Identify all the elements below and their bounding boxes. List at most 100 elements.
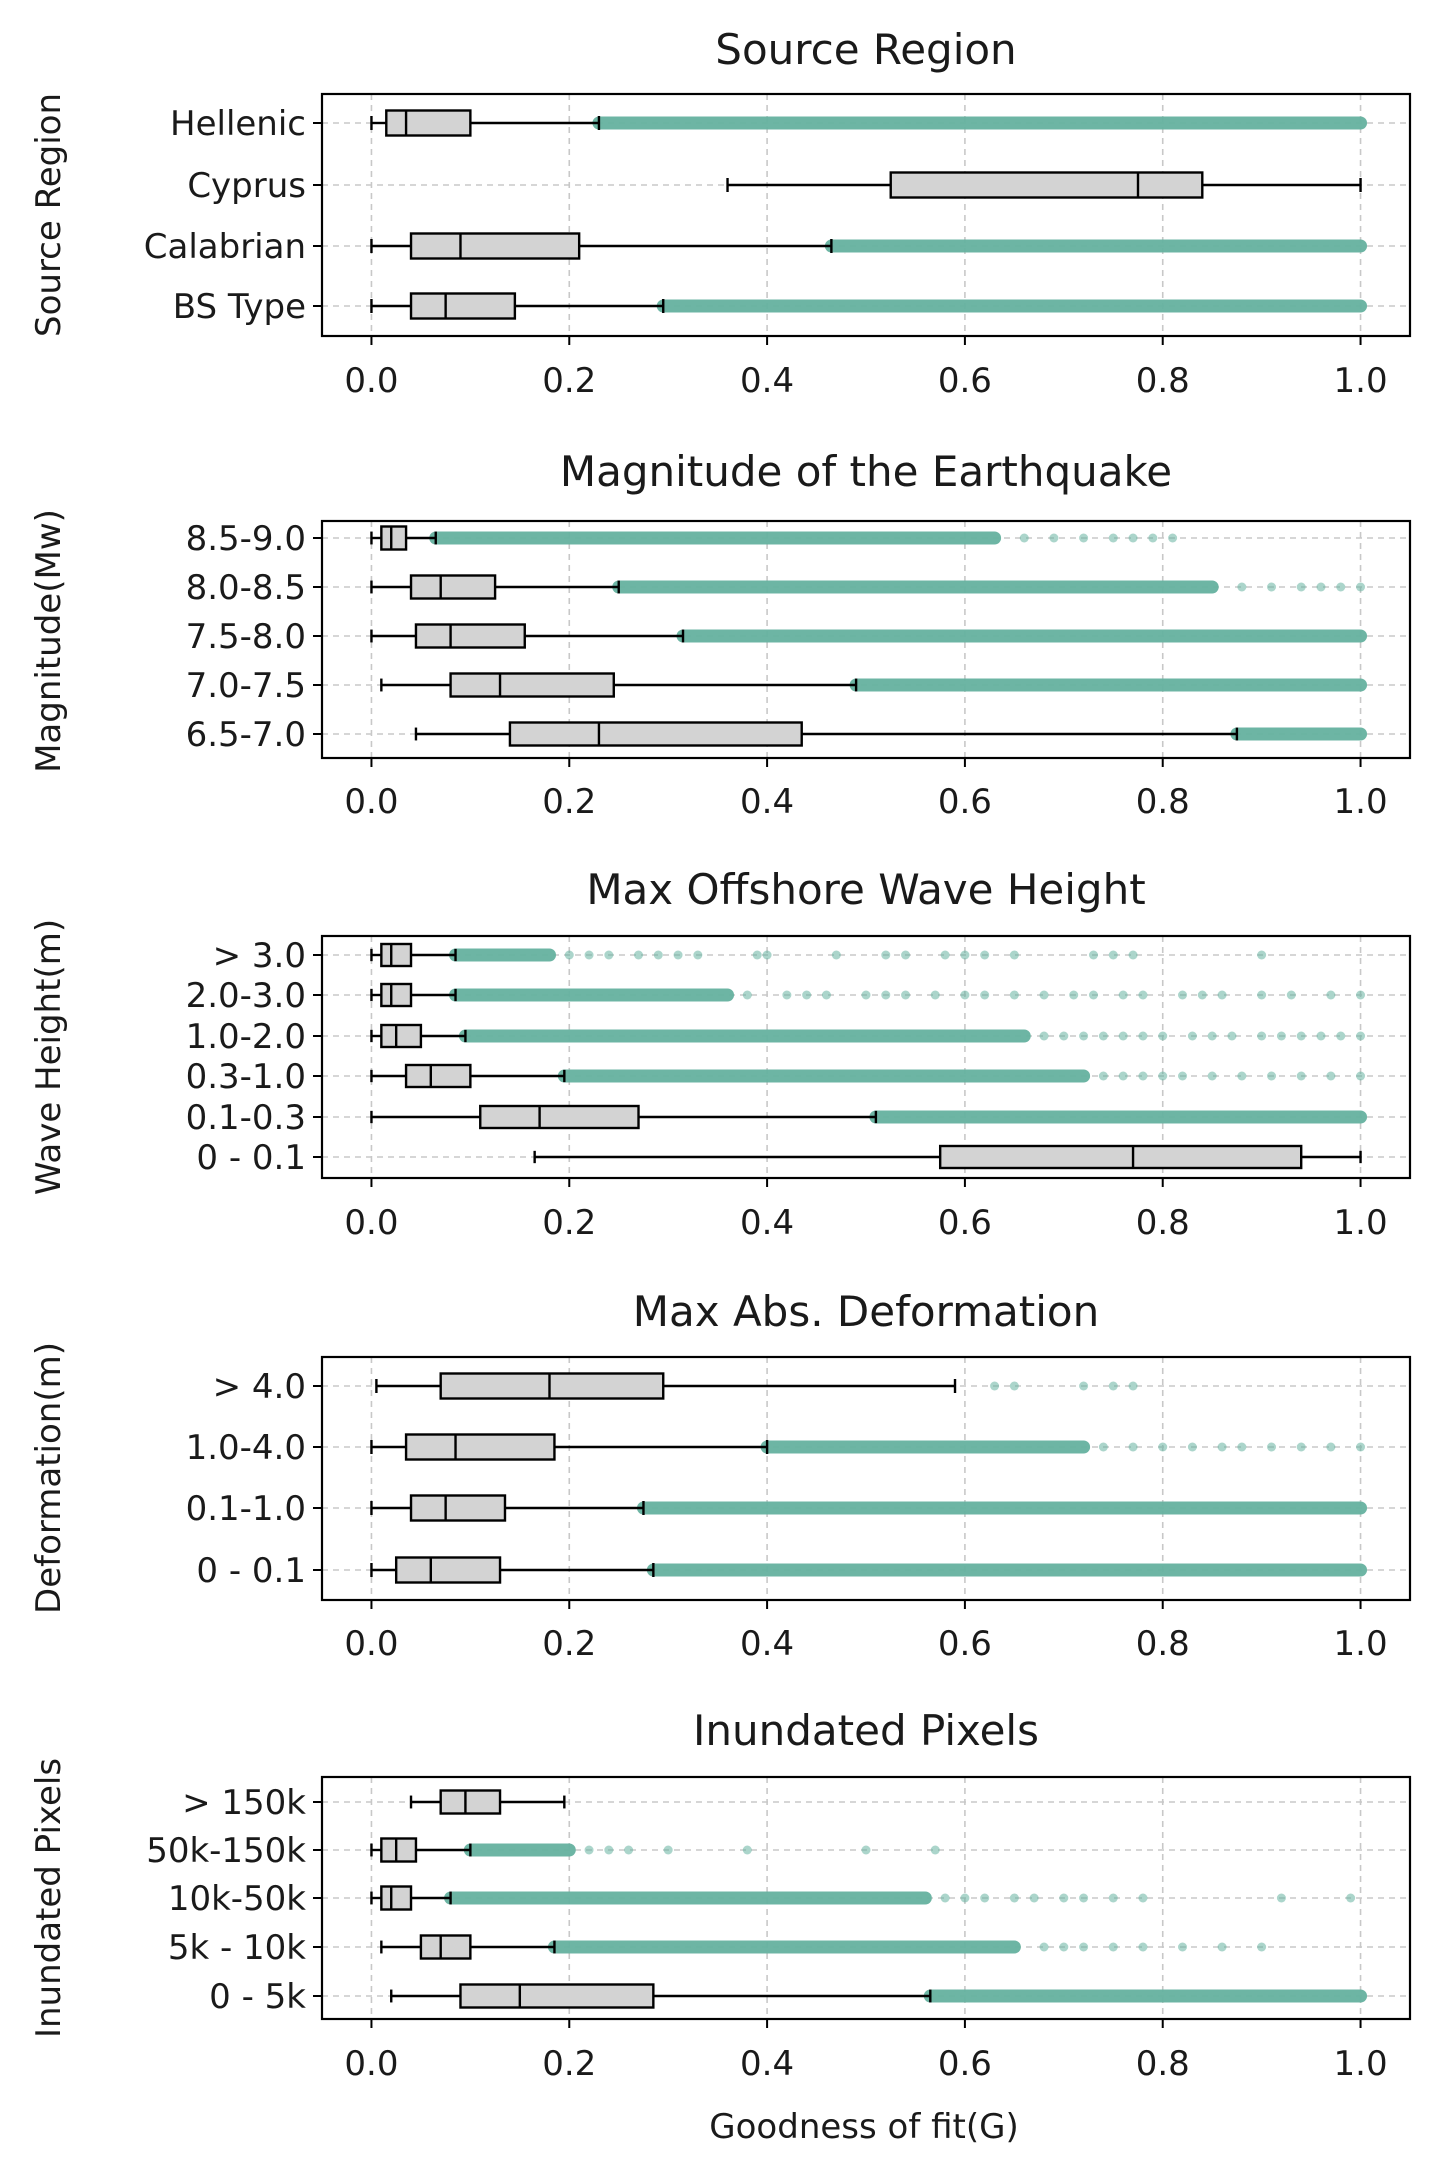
outlier-point (940, 1893, 950, 1903)
outlier-point (1098, 1031, 1108, 1041)
x-tick-label: 1.0 (1334, 1203, 1388, 1243)
outlier-point (1088, 950, 1098, 960)
outlier-point (1128, 533, 1138, 543)
outlier-point (1049, 533, 1059, 543)
outlier-point (1158, 1071, 1168, 1081)
y-axis-label: Inundated Pixels (29, 1758, 69, 2038)
outlier-point (762, 950, 772, 960)
x-tick-label: 1.0 (1334, 2044, 1388, 2084)
outlier-point (1356, 582, 1366, 592)
outlier-point (1276, 1893, 1286, 1903)
x-tick-label: 0.2 (542, 1203, 596, 1243)
y-tick-label: 7.5-8.0 (186, 617, 306, 657)
outlier-point (1039, 1031, 1049, 1041)
outlier-point (1009, 1381, 1019, 1391)
outlier-point (1296, 1442, 1306, 1452)
outlier-point (1296, 1031, 1306, 1041)
x-tick-label: 0.2 (542, 1624, 596, 1664)
outlier-point (1217, 1942, 1227, 1952)
outlier-point (584, 1845, 594, 1855)
y-tick-label: 0.1-0.3 (186, 1098, 306, 1138)
box-iqr (409, 574, 497, 600)
x-tick-label: 0.4 (740, 1203, 794, 1243)
outlier-point (1356, 990, 1366, 1000)
x-tick-label: 0.6 (938, 782, 992, 822)
outlier-point (1356, 1031, 1366, 1041)
outlier-point (1118, 990, 1128, 1000)
y-tick-label: Hellenic (170, 104, 306, 144)
outlier-point (1356, 1071, 1366, 1081)
outlier-point (1059, 1942, 1069, 1952)
outlier-point (1267, 582, 1277, 592)
outlier-point (673, 950, 683, 960)
x-tick-label: 0.8 (1136, 1203, 1190, 1243)
axes-frame (320, 519, 1412, 760)
outlier-point (1059, 1031, 1069, 1041)
outlier-point (990, 1381, 1000, 1391)
outlier-point (1237, 582, 1247, 592)
box-iqr (409, 1494, 507, 1522)
box-iqr (380, 982, 413, 1008)
y-tick-label: 50k-150k (146, 1831, 306, 1871)
x-tick-label: 0.6 (938, 361, 992, 401)
y-tick-label: 1.0-4.0 (186, 1428, 306, 1468)
outlier-point (1178, 990, 1188, 1000)
y-tick-label: Cyprus (187, 166, 306, 206)
outlier-point (1227, 1031, 1237, 1041)
y-axis-label: Wave Height(m) (29, 919, 69, 1195)
y-tick-label: 2.0-3.0 (186, 976, 306, 1016)
outlier-point (604, 1845, 614, 1855)
x-tick-label: 0.6 (938, 1624, 992, 1664)
y-tick-label: Calabrian (144, 227, 306, 267)
box-iqr (380, 1023, 423, 1049)
outlier-point (1138, 1071, 1148, 1081)
outlier-point (1257, 1031, 1267, 1041)
chart-title: Inundated Pixels (693, 1706, 1039, 1755)
outlier-point (1257, 990, 1267, 1000)
outlier-point (1276, 1031, 1286, 1041)
outlier-point (1079, 1893, 1089, 1903)
x-tick-label: 0.0 (344, 1203, 398, 1243)
outlier-point (960, 950, 970, 960)
outlier-point (1138, 1893, 1148, 1903)
outlier-point (584, 950, 594, 960)
box-iqr (380, 1837, 418, 1863)
axes-frame (320, 934, 1412, 1180)
y-tick-label: 5k - 10k (168, 1928, 306, 1968)
x-tick-label: 0.4 (740, 782, 794, 822)
y-tick-label: 0 - 0.1 (196, 1551, 306, 1591)
y-tick-label: > 150k (182, 1783, 306, 1823)
outlier-point (802, 990, 812, 1000)
x-tick-label: 0.0 (344, 782, 398, 822)
y-tick-label: 6.5-7.0 (186, 715, 306, 755)
outlier-point (831, 950, 841, 960)
outlier-point (693, 950, 703, 960)
outlier-point (1029, 1893, 1039, 1903)
outlier-point (1059, 1893, 1069, 1903)
outlier-point (1267, 1442, 1277, 1452)
outlier-point (1098, 1071, 1108, 1081)
axes-frame (320, 1355, 1412, 1602)
outlier-point (1217, 1442, 1227, 1452)
outlier-point (1178, 1071, 1188, 1081)
outlier-point (1079, 533, 1089, 543)
outlier-point (752, 950, 762, 960)
x-tick-label: 0.8 (1136, 782, 1190, 822)
outlier-point (1237, 1442, 1247, 1452)
outlier-point (1128, 950, 1138, 960)
box-iqr (938, 1144, 1303, 1170)
outlier-point (1108, 1942, 1118, 1952)
y-tick-label: > 4.0 (213, 1367, 306, 1407)
outlier-point (1079, 1031, 1089, 1041)
x-axis-label: Goodness of fit(G) (709, 2107, 1018, 2147)
box-iqr (479, 1104, 640, 1130)
outlier-point (1009, 950, 1019, 960)
box-iqr (508, 721, 803, 747)
outlier-point (861, 990, 871, 1000)
y-tick-label: 0.3-1.0 (186, 1057, 306, 1097)
outlier-point (1138, 1031, 1148, 1041)
outlier-point (1217, 990, 1227, 1000)
outlier-point (1316, 582, 1326, 592)
y-axis-label: Source Region (29, 93, 69, 337)
